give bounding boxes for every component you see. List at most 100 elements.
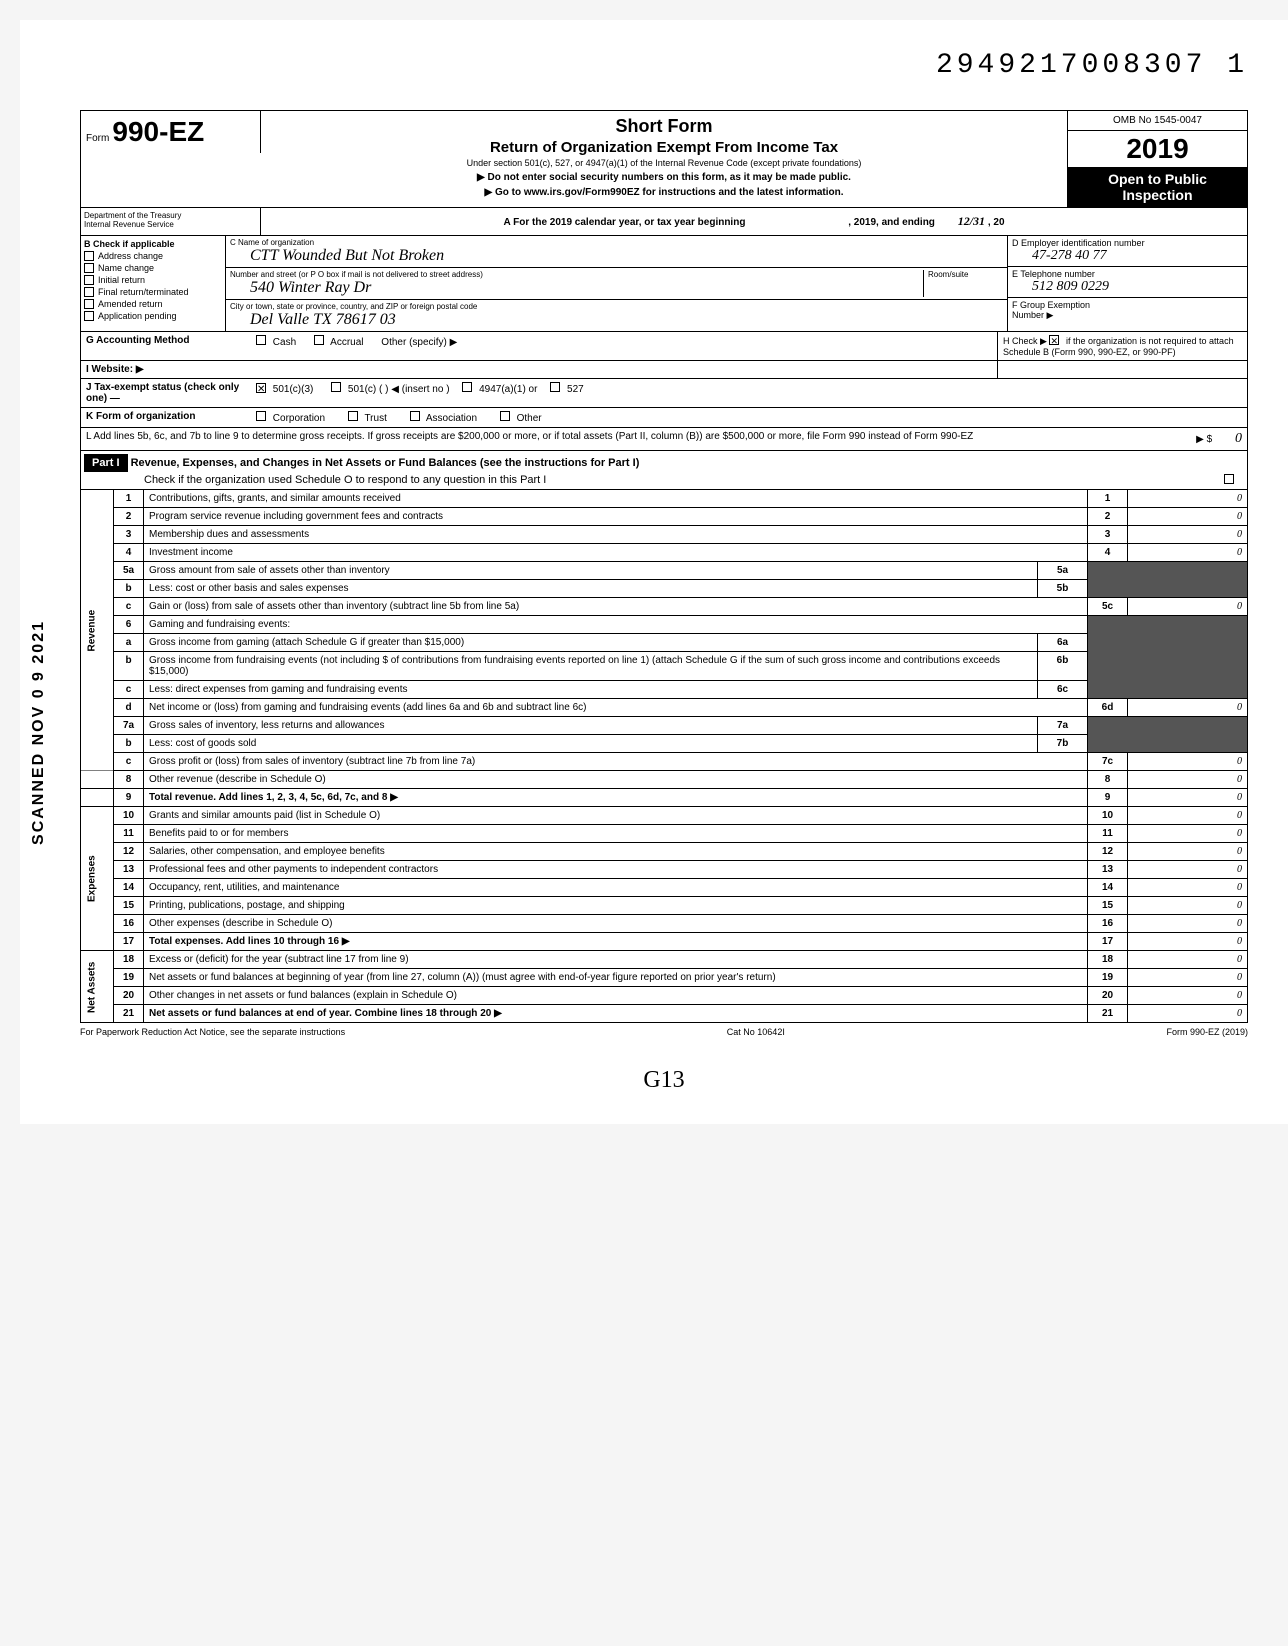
section-b-label: B Check if applicable [84, 239, 222, 249]
line-6d: dNet income or (loss) from gaming and fu… [81, 699, 1248, 717]
section-g-label: G Accounting Method [81, 332, 251, 360]
title-cell: Short Form Return of Organization Exempt… [261, 111, 1067, 203]
line-7b: bLess: cost of goods sold7b [81, 735, 1248, 753]
section-b: B Check if applicable Address change Nam… [81, 236, 226, 331]
dept-row: Department of the Treasury Internal Reve… [80, 208, 1248, 236]
line-5a: 5aGross amount from sale of assets other… [81, 562, 1248, 580]
revenue-side-label: Revenue [81, 490, 114, 771]
line-3: 3Membership dues and assessments30 [81, 526, 1248, 544]
line-18: Net Assets 18Excess or (deficit) for the… [81, 951, 1248, 969]
line-6c: cLess: direct expenses from gaming and f… [81, 681, 1248, 699]
line-19: 19Net assets or fund balances at beginni… [81, 969, 1248, 987]
form-number: 990-EZ [112, 116, 204, 147]
check-501c[interactable] [331, 382, 341, 392]
scanned-stamp: SCANNED NOV 0 9 2021 [30, 620, 48, 845]
check-schedule-b[interactable]: ✕ [1049, 335, 1059, 345]
net-assets-side-label: Net Assets [81, 951, 114, 1023]
footer-cat: Cat No 10642I [727, 1027, 785, 1037]
line-14: 14Occupancy, rent, utilities, and mainte… [81, 879, 1248, 897]
city-label: City or town, state or province, country… [230, 302, 1003, 311]
line-8: 8Other revenue (describe in Schedule O)8… [81, 771, 1248, 789]
form-title: Return of Organization Exempt From Incom… [266, 139, 1062, 156]
goto-url: ▶ Go to www.irs.gov/Form990EZ for instru… [266, 187, 1062, 198]
expenses-side-label: Expenses [81, 807, 114, 951]
line-4: 4Investment income40 [81, 544, 1248, 562]
check-assoc[interactable] [410, 411, 420, 421]
footer-form: Form 990-EZ (2019) [1166, 1027, 1248, 1037]
document-locator-number: 2949217008307 1 [936, 50, 1248, 81]
check-amended[interactable]: Amended return [84, 299, 222, 309]
check-other[interactable] [500, 411, 510, 421]
meta-rows: G Accounting Method Cash Accrual Other (… [80, 332, 1248, 451]
ein-value: 47-278 40 77 [1032, 248, 1243, 264]
part1-label: Part I [84, 454, 128, 472]
check-schedule-o[interactable] [1224, 474, 1234, 484]
section-l: L Add lines 5b, 6c, and 7b to line 9 to … [81, 428, 1247, 450]
ein-label: D Employer identification number [1012, 238, 1243, 248]
addr-value: 540 Winter Ray Dr [250, 279, 923, 297]
check-address-change[interactable]: Address change [84, 251, 222, 261]
line-13: 13Professional fees and other payments t… [81, 861, 1248, 879]
revenue-table: Revenue 1Contributions, gifts, grants, a… [80, 490, 1248, 1023]
line-11: 11Benefits paid to or for members110 [81, 825, 1248, 843]
line-2: 2Program service revenue including gover… [81, 508, 1248, 526]
check-initial-return[interactable]: Initial return [84, 275, 222, 285]
section-c: C Name of organization CTT Wounded But N… [226, 236, 1007, 331]
line-7c: cGross profit or (loss) from sales of in… [81, 753, 1248, 771]
group-exempt-sub: Number ▶ [1012, 310, 1243, 321]
line-5c: cGain or (loss) from sale of assets othe… [81, 598, 1248, 616]
line-6: 6Gaming and fundraising events: [81, 616, 1248, 634]
line-20: 20Other changes in net assets or fund ba… [81, 987, 1248, 1005]
gross-receipts-value: 0 [1235, 431, 1242, 446]
short-form-label: Short Form [266, 116, 1062, 137]
addr-label: Number and street (or P O box if mail is… [230, 270, 923, 279]
check-trust[interactable] [348, 411, 358, 421]
line-12: 12Salaries, other compensation, and empl… [81, 843, 1248, 861]
omb-number: OMB No 1545-0047 [1068, 111, 1247, 131]
line-17: 17Total expenses. Add lines 10 through 1… [81, 933, 1248, 951]
footer-left: For Paperwork Reduction Act Notice, see … [80, 1027, 345, 1037]
line-6a: aGross income from gaming (attach Schedu… [81, 634, 1248, 652]
group-exempt-label: F Group Exemption [1012, 300, 1243, 310]
section-i-label: I Website: ▶ [81, 361, 251, 378]
check-527[interactable] [550, 382, 560, 392]
open-to-public: Open to Public Inspection [1068, 167, 1247, 207]
room-label: Room/suite [928, 270, 1003, 279]
check-final-return[interactable]: Final return/terminated [84, 287, 222, 297]
check-501c3[interactable]: ✕ [256, 383, 266, 393]
form-of-org: Corporation Trust Association Other [251, 408, 1247, 427]
check-cash[interactable] [256, 335, 266, 345]
tax-exempt-status: ✕ 501(c)(3) 501(c) ( ) ◀ (insert no ) 49… [251, 379, 1247, 407]
accounting-method: Cash Accrual Other (specify) ▶ [251, 332, 997, 360]
tax-year: 2019 [1068, 131, 1247, 167]
check-pending[interactable]: Application pending [84, 311, 222, 321]
section-h-cont [997, 361, 1247, 378]
check-corp[interactable] [256, 411, 266, 421]
dept-label: Department of the Treasury Internal Reve… [81, 208, 261, 235]
org-name-label: C Name of organization [230, 238, 1003, 247]
right-info: D Employer identification number 47-278 … [1007, 236, 1247, 331]
website-value[interactable] [251, 361, 997, 378]
info-block: B Check if applicable Address change Nam… [80, 236, 1248, 332]
part1-header: Part I Revenue, Expenses, and Changes in… [80, 451, 1248, 490]
form-page: 2949217008307 1 SCANNED NOV 0 9 2021 For… [20, 20, 1288, 1124]
line-15: 15Printing, publications, postage, and s… [81, 897, 1248, 915]
form-header: Form 990-EZ Short Form Return of Organiz… [80, 110, 1248, 208]
phone-value: 512 809 0229 [1032, 279, 1243, 295]
part1-check-text: Check if the organization used Schedule … [144, 474, 546, 486]
check-name-change[interactable]: Name change [84, 263, 222, 273]
ssn-warning: ▶ Do not enter social security numbers o… [266, 172, 1062, 183]
org-name-value: CTT Wounded But Not Broken [250, 247, 1003, 265]
header-right: OMB No 1545-0047 2019 Open to Public Ins… [1067, 111, 1247, 207]
line-10: Expenses 10Grants and similar amounts pa… [81, 807, 1248, 825]
line-6b: bGross income from fundraising events (n… [81, 652, 1248, 681]
check-4947[interactable] [462, 382, 472, 392]
section-h: H Check ▶ ✕ if the organization is not r… [997, 332, 1247, 360]
line-9: 9Total revenue. Add lines 1, 2, 3, 4, 5c… [81, 789, 1248, 807]
check-accrual[interactable] [314, 335, 324, 345]
page-footer: For Paperwork Reduction Act Notice, see … [80, 1023, 1248, 1037]
line-7a: 7aGross sales of inventory, less returns… [81, 717, 1248, 735]
section-j-label: J Tax-exempt status (check only one) — [81, 379, 251, 407]
line-5b: bLess: cost or other basis and sales exp… [81, 580, 1248, 598]
line-1: Revenue 1Contributions, gifts, grants, a… [81, 490, 1248, 508]
